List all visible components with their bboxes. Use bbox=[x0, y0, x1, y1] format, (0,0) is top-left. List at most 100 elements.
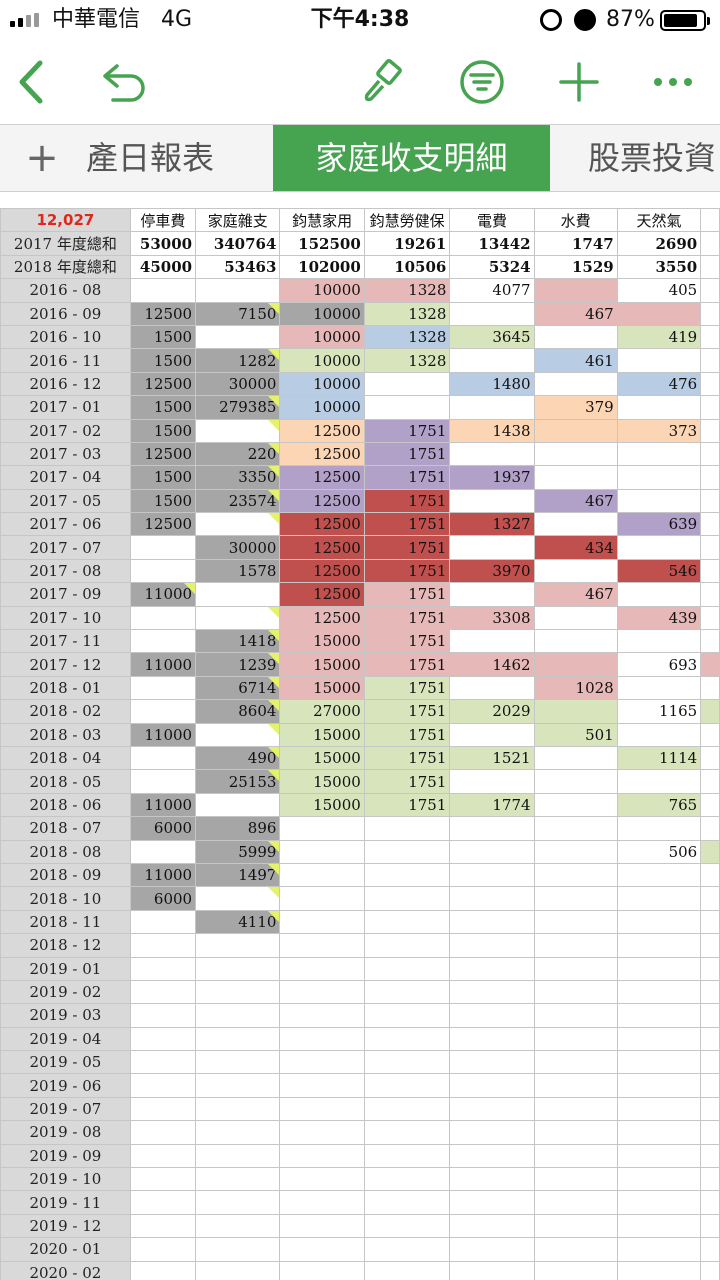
filter-button[interactable] bbox=[454, 40, 510, 124]
total-cell[interactable]: 53463 bbox=[195, 254, 281, 280]
cell[interactable] bbox=[533, 324, 618, 350]
column-header[interactable]: 家庭雜支 bbox=[195, 208, 281, 233]
cell[interactable] bbox=[129, 675, 197, 701]
cell[interactable]: 419 bbox=[616, 324, 702, 350]
cell[interactable] bbox=[700, 1167, 720, 1192]
cell[interactable] bbox=[129, 909, 197, 935]
cell[interactable] bbox=[616, 1026, 702, 1052]
cell[interactable] bbox=[449, 1050, 535, 1075]
cell[interactable] bbox=[363, 1237, 451, 1262]
cell[interactable]: 1751 bbox=[363, 535, 451, 560]
cell[interactable]: 11000 bbox=[129, 722, 197, 747]
cell[interactable] bbox=[279, 1167, 365, 1192]
cell[interactable] bbox=[129, 1143, 197, 1169]
total-cell[interactable]: 1529 bbox=[533, 254, 618, 280]
cell[interactable] bbox=[700, 1213, 720, 1239]
cell[interactable] bbox=[363, 816, 451, 841]
cell[interactable]: 15000 bbox=[279, 629, 365, 654]
cell[interactable] bbox=[533, 1026, 618, 1052]
cell[interactable] bbox=[363, 1120, 451, 1145]
cell[interactable] bbox=[363, 1026, 451, 1052]
cell[interactable]: 10000 bbox=[279, 348, 365, 373]
cell[interactable] bbox=[700, 558, 720, 584]
cell[interactable] bbox=[195, 1237, 281, 1262]
cell[interactable] bbox=[195, 1167, 281, 1192]
cell[interactable] bbox=[700, 441, 720, 467]
total-cell[interactable]: 2690 bbox=[616, 231, 702, 256]
cell[interactable] bbox=[533, 1003, 618, 1028]
cell[interactable] bbox=[616, 1167, 702, 1192]
cell[interactable] bbox=[129, 1073, 197, 1098]
cell[interactable] bbox=[129, 699, 197, 724]
cell[interactable] bbox=[279, 886, 365, 911]
cell[interactable]: 1521 bbox=[449, 745, 535, 771]
cell[interactable]: 506 bbox=[616, 839, 702, 864]
cell[interactable] bbox=[449, 769, 535, 794]
cell[interactable] bbox=[449, 862, 535, 888]
cell[interactable] bbox=[195, 1213, 281, 1239]
cell[interactable] bbox=[700, 652, 720, 677]
total-cell[interactable]: 102000 bbox=[279, 254, 365, 280]
total-cell[interactable]: 5324 bbox=[449, 254, 535, 280]
cell[interactable] bbox=[533, 1190, 618, 1215]
cell[interactable]: 3970 bbox=[449, 558, 535, 584]
cell[interactable]: 1328 bbox=[363, 348, 451, 373]
cell[interactable]: 1751 bbox=[363, 582, 451, 607]
cell[interactable]: 1751 bbox=[363, 699, 451, 724]
cell[interactable] bbox=[533, 1120, 618, 1145]
total-cell[interactable]: 152500 bbox=[279, 231, 365, 256]
cell[interactable]: 10000 bbox=[279, 371, 365, 397]
cell[interactable]: 1751 bbox=[363, 512, 451, 537]
cell[interactable] bbox=[449, 1190, 535, 1215]
undo-button[interactable] bbox=[96, 40, 152, 124]
cell[interactable] bbox=[279, 1143, 365, 1169]
cell[interactable] bbox=[700, 675, 720, 701]
cell[interactable] bbox=[616, 1237, 702, 1262]
cell[interactable]: 1165 bbox=[616, 699, 702, 724]
cell[interactable] bbox=[533, 839, 618, 864]
cell[interactable]: 1328 bbox=[363, 324, 451, 350]
cell[interactable]: 439 bbox=[616, 605, 702, 631]
cell[interactable] bbox=[700, 1096, 720, 1122]
cell[interactable] bbox=[616, 1096, 702, 1122]
cell[interactable]: 1751 bbox=[363, 629, 451, 654]
cell[interactable]: 30000 bbox=[195, 371, 281, 397]
cell[interactable]: 279385 bbox=[195, 395, 281, 420]
cell[interactable]: 12500 bbox=[279, 488, 365, 514]
cell[interactable] bbox=[363, 371, 451, 397]
cell[interactable]: 1328 bbox=[363, 278, 451, 303]
cell[interactable]: 12500 bbox=[279, 605, 365, 631]
cell[interactable] bbox=[449, 1120, 535, 1145]
cell[interactable] bbox=[195, 886, 281, 911]
back-button[interactable] bbox=[6, 40, 56, 124]
cell[interactable] bbox=[363, 933, 451, 958]
cell[interactable] bbox=[533, 278, 618, 303]
cell[interactable] bbox=[533, 1050, 618, 1075]
cell[interactable]: 1500 bbox=[129, 488, 197, 514]
cell[interactable] bbox=[533, 1073, 618, 1098]
cell[interactable]: 1751 bbox=[363, 745, 451, 771]
cell[interactable] bbox=[129, 1167, 197, 1192]
cell[interactable]: 1500 bbox=[129, 348, 197, 373]
cell[interactable] bbox=[363, 909, 451, 935]
cell[interactable] bbox=[195, 1190, 281, 1215]
cell[interactable] bbox=[616, 722, 702, 747]
cell[interactable] bbox=[129, 1096, 197, 1122]
tab-stock-investment[interactable]: 股票投資 bbox=[588, 139, 717, 177]
cell[interactable] bbox=[533, 629, 618, 654]
cell[interactable] bbox=[700, 839, 720, 864]
cell[interactable] bbox=[616, 1213, 702, 1239]
cell[interactable]: 467 bbox=[533, 582, 618, 607]
cell[interactable] bbox=[449, 909, 535, 935]
cell[interactable] bbox=[449, 348, 535, 373]
spreadsheet[interactable]: 12,027 停車費 家庭雜支 鈞慧家用 鈞慧勞健保 電費 水費 天然氣 2017 年度總和 53… bbox=[0, 208, 720, 1280]
cell[interactable] bbox=[533, 1260, 618, 1280]
cell[interactable] bbox=[616, 816, 702, 841]
cell[interactable] bbox=[533, 441, 618, 467]
cell[interactable]: 10000 bbox=[279, 395, 365, 420]
cell[interactable] bbox=[129, 979, 197, 1005]
cell[interactable] bbox=[700, 605, 720, 631]
cell[interactable] bbox=[363, 886, 451, 911]
cell[interactable] bbox=[616, 1050, 702, 1075]
cell[interactable] bbox=[616, 1003, 702, 1028]
